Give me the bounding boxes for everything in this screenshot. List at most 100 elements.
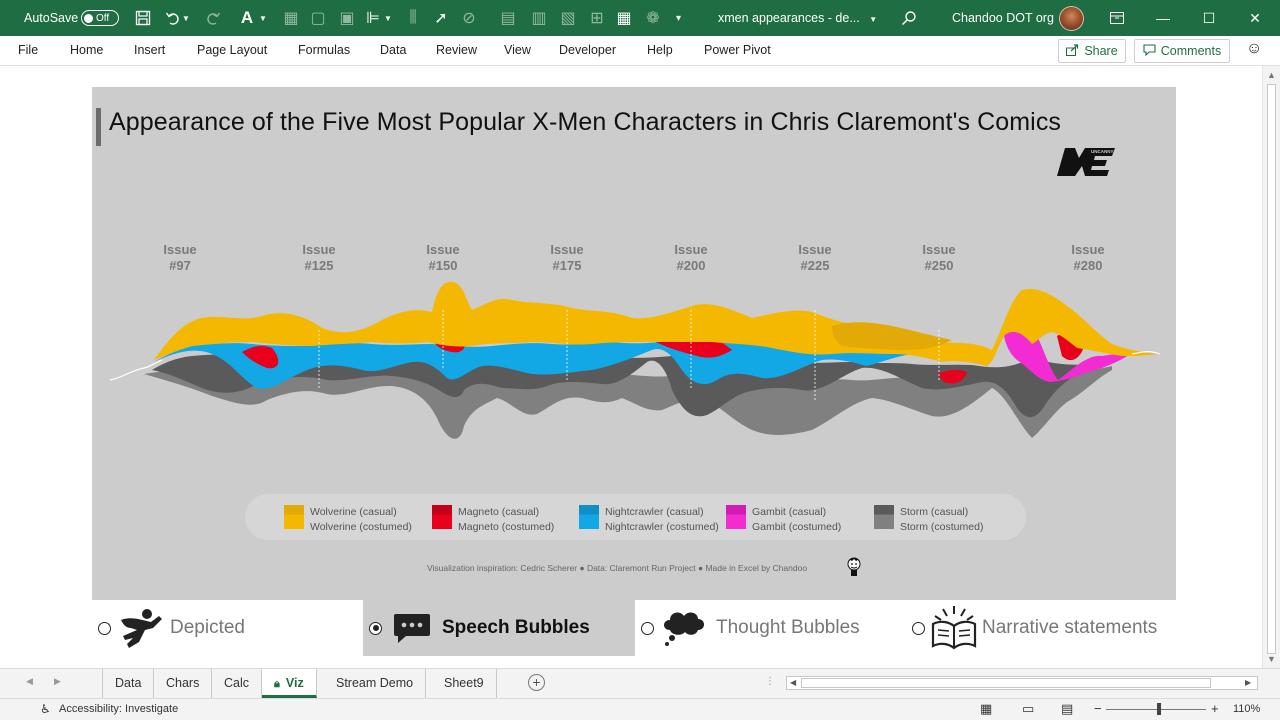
- avatar[interactable]: [1059, 6, 1084, 31]
- document-title[interactable]: xmen appearances - de... ▼: [718, 0, 877, 36]
- book-icon: [931, 606, 977, 650]
- scroll-thumb[interactable]: [1267, 84, 1276, 654]
- tab-home[interactable]: Home: [70, 43, 104, 57]
- shape-icon[interactable]: ▢: [310, 10, 326, 27]
- option-label-narrative-statements: Narrative statements: [982, 617, 1158, 638]
- document-title-text: xmen appearances - de...: [718, 11, 860, 25]
- horizontal-scrollbar[interactable]: ◀ ▶: [786, 676, 1258, 690]
- accessibility-status[interactable]: Accessibility: Investigate: [59, 703, 179, 715]
- radio-narrative-statements[interactable]: [912, 621, 925, 635]
- sheet-tab-viz[interactable]: 🔒︎ Viz: [262, 669, 317, 698]
- distribute-icon[interactable]: ⫼: [409, 9, 417, 26]
- issue-word: Issue: [302, 242, 336, 257]
- legend-costumed: Magneto (costumed): [458, 521, 555, 533]
- legend-swatch: [579, 505, 599, 529]
- add-sheet-icon[interactable]: +: [528, 674, 545, 691]
- undo-dropdown-icon[interactable]: ▼: [182, 13, 190, 23]
- sheet-tab-calc[interactable]: Calc: [212, 669, 263, 698]
- radio-speech-bubbles[interactable]: [369, 621, 382, 635]
- legend-text: Storm (casual) Storm (costumed): [900, 505, 983, 535]
- minimize-icon[interactable]: —: [1156, 10, 1170, 26]
- zoom-out-icon[interactable]: −: [1094, 701, 1102, 716]
- tab-data[interactable]: Data: [380, 43, 407, 57]
- issue-label: Issue #150: [413, 242, 473, 274]
- calc-icon[interactable]: ⊞: [590, 10, 604, 27]
- option-thought-bubbles[interactable]: Thought Bubbles: [635, 600, 906, 656]
- zoom-in-icon[interactable]: +: [1211, 701, 1219, 716]
- tab-help[interactable]: Help: [647, 43, 673, 57]
- tab-developer[interactable]: Developer: [559, 43, 616, 57]
- chart-title: Appearance of the Five Most Popular X-Me…: [109, 108, 1062, 136]
- zoom-slider[interactable]: [1106, 709, 1206, 710]
- table-icon[interactable]: ▦: [283, 10, 299, 27]
- autosave-toggle[interactable]: Off: [81, 10, 119, 26]
- group-icon[interactable]: ▤: [500, 10, 516, 27]
- sheet-tab-stream-demo[interactable]: Stream Demo: [324, 669, 427, 698]
- next-sheet-icon[interactable]: ▶: [54, 676, 61, 686]
- h-scroll-thumb[interactable]: [801, 678, 1211, 688]
- feedback-smiley-icon[interactable]: ☺: [1246, 40, 1263, 57]
- tab-file[interactable]: File: [18, 43, 39, 57]
- legend-item-nightcrawler: Nightcrawler (casual) Nightcrawler (costu…: [579, 505, 719, 535]
- issue-label: Issue #225: [785, 242, 845, 274]
- close-icon[interactable]: ✕: [1249, 9, 1261, 26]
- svg-text:UNCANNY: UNCANNY: [1091, 149, 1114, 154]
- format-icon[interactable]: ⊘: [462, 10, 476, 27]
- scroll-right-icon[interactable]: ▶: [1245, 678, 1252, 687]
- share-button[interactable]: Share: [1058, 39, 1126, 63]
- page-layout-view-icon[interactable]: ▭: [1022, 701, 1035, 716]
- issue-label: Issue #280: [1058, 242, 1118, 274]
- radio-depicted[interactable]: [98, 621, 111, 635]
- maximize-icon[interactable]: ☐: [1202, 9, 1216, 26]
- customize-qat-icon[interactable]: ▾: [676, 12, 682, 24]
- legend-text: Gambit (casual) Gambit (costumed): [752, 505, 841, 535]
- save-icon[interactable]: [130, 0, 156, 36]
- prev-sheet-icon[interactable]: ◀: [26, 676, 33, 686]
- user-name[interactable]: Chandoo DOT org: [952, 11, 1054, 25]
- sheet-tab-sheet9[interactable]: Sheet9: [432, 669, 497, 698]
- stream-magneto-4: [937, 369, 967, 384]
- scroll-up-icon[interactable]: ▲: [1267, 70, 1276, 80]
- normal-view-icon[interactable]: ▦: [980, 701, 993, 716]
- option-depicted[interactable]: Depicted: [92, 600, 363, 656]
- page-break-view-icon[interactable]: ▤: [1061, 701, 1074, 716]
- tab-review[interactable]: Review: [436, 43, 477, 57]
- search-icon[interactable]: [901, 0, 917, 36]
- option-speech-bubbles[interactable]: Speech Bubbles: [363, 600, 635, 656]
- comments-button[interactable]: Comments: [1134, 39, 1230, 63]
- form-icon[interactable]: ▦: [616, 10, 632, 27]
- radio-thought-bubbles[interactable]: [641, 621, 654, 635]
- tab-split-handle[interactable]: ⋮: [765, 676, 775, 687]
- scroll-down-icon[interactable]: ▼: [1267, 654, 1276, 664]
- sheet-tab-chars[interactable]: Chars: [154, 669, 213, 698]
- font-color-icon[interactable]: A: [240, 8, 254, 27]
- undo-icon[interactable]: [160, 0, 186, 36]
- tab-formulas[interactable]: Formulas: [298, 43, 351, 57]
- streamgraph: [109, 281, 1161, 439]
- align-dropdown-icon[interactable]: ▼: [384, 13, 392, 23]
- tab-power-pivot[interactable]: Power Pivot: [704, 43, 771, 57]
- accessibility-icon[interactable]: ♿︎: [40, 702, 51, 716]
- textbox-icon[interactable]: ▣: [339, 10, 355, 27]
- align-icon[interactable]: ⊫: [366, 10, 380, 27]
- pointer-icon[interactable]: ➚: [434, 10, 448, 27]
- legend-casual: Gambit (casual): [752, 506, 827, 518]
- web-icon[interactable]: ❁: [646, 10, 660, 27]
- chart-icon[interactable]: ▥: [531, 10, 547, 27]
- tab-insert[interactable]: Insert: [134, 43, 166, 57]
- redo-icon[interactable]: [200, 0, 226, 36]
- pivot-icon[interactable]: ▧: [560, 10, 576, 27]
- tab-view[interactable]: View: [504, 43, 531, 57]
- ribbon-display-icon[interactable]: [1094, 0, 1140, 36]
- zoom-level[interactable]: 110%: [1233, 703, 1261, 715]
- option-narrative-statements[interactable]: Narrative statements: [906, 600, 1176, 656]
- sheet-tab-data[interactable]: Data: [102, 669, 155, 698]
- zoom-slider-thumb[interactable]: [1157, 703, 1161, 715]
- legend: [245, 494, 1026, 540]
- scroll-left-icon[interactable]: ◀: [790, 678, 797, 687]
- tab-page-layout[interactable]: Page Layout: [197, 43, 268, 57]
- status-bar: ♿︎ Accessibility: Investigate ▦ ▭ ▤ − + …: [0, 698, 1280, 720]
- font-dropdown-icon[interactable]: ▼: [259, 13, 267, 23]
- legend-costumed: Nightcrawler (costumed): [605, 521, 719, 533]
- vertical-scrollbar[interactable]: ▲ ▼: [1262, 66, 1280, 668]
